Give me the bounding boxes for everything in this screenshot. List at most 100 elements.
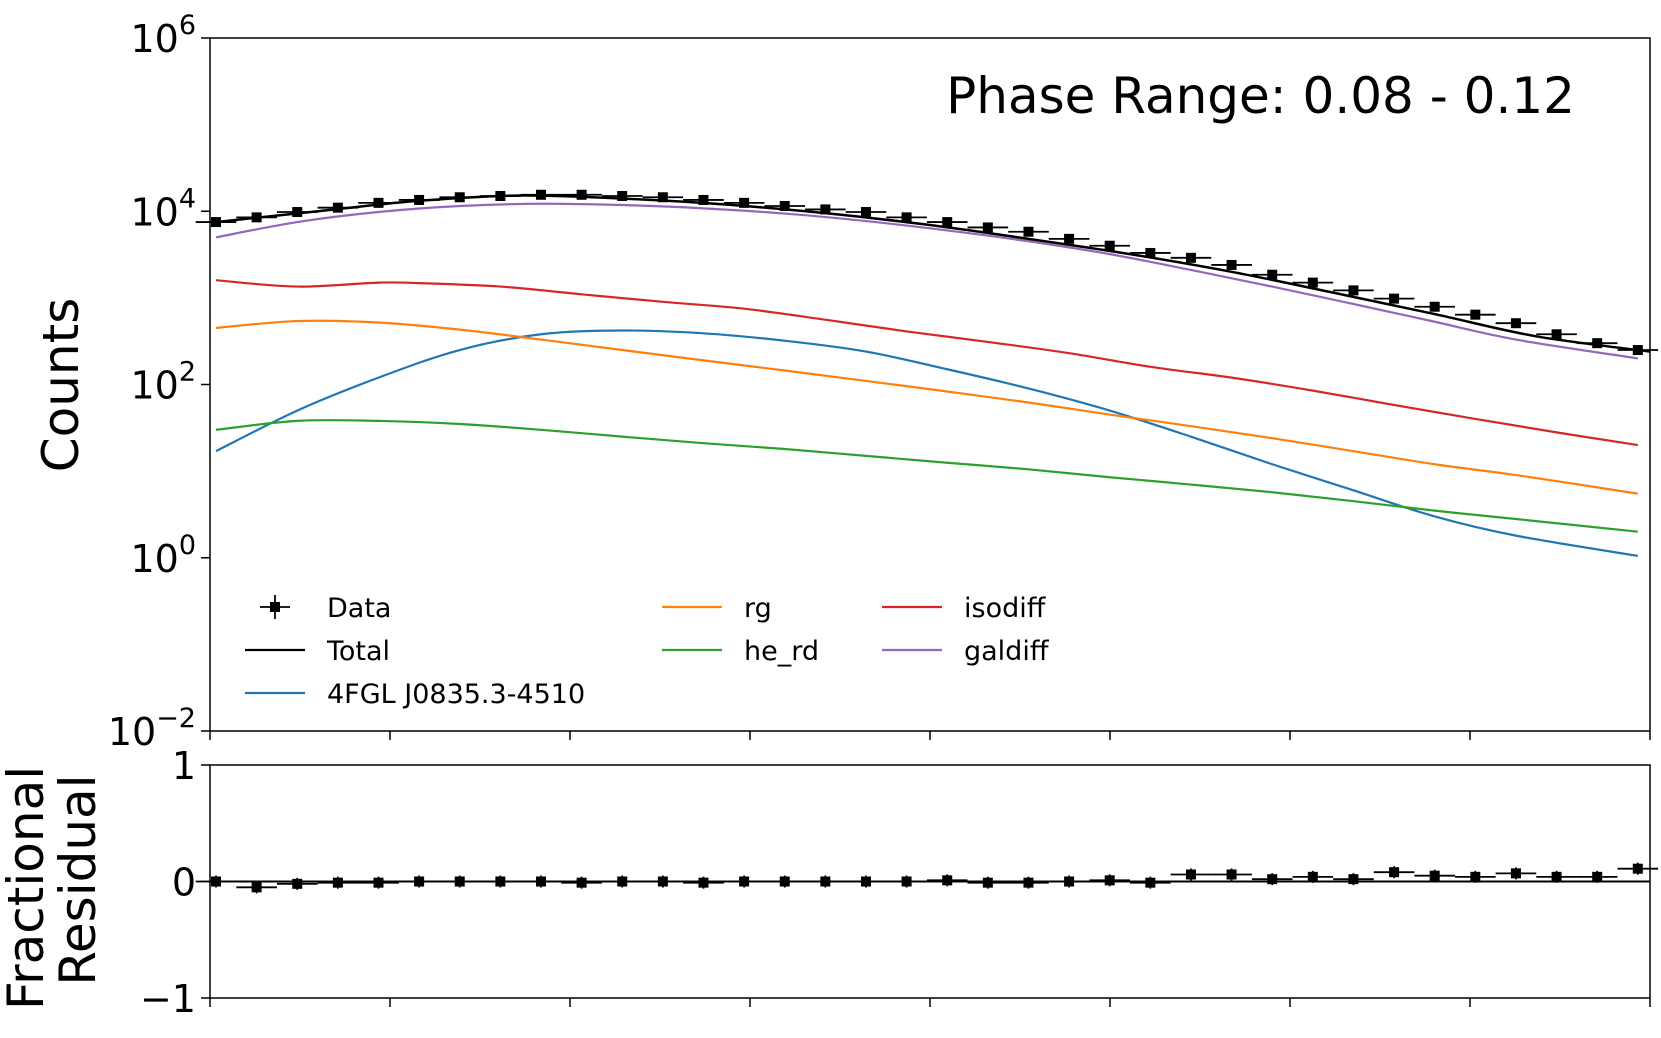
- y-axis-label-counts: Counts: [32, 298, 90, 473]
- data-point: [617, 190, 628, 201]
- data-point: [1551, 329, 1562, 340]
- data-point: [1307, 277, 1318, 288]
- residual-point: [1267, 874, 1278, 885]
- data-point: [982, 222, 993, 233]
- residual-points: [195, 862, 1659, 894]
- series-line-isodiff: [215, 279, 1638, 447]
- y-tick-label: 104: [130, 183, 196, 234]
- residual-point: [942, 875, 953, 886]
- data-point: [1185, 252, 1196, 263]
- y-tick-label: 106: [130, 10, 196, 61]
- residual-point: [860, 876, 871, 887]
- residual-point: [373, 877, 384, 888]
- residual-point: [211, 876, 221, 887]
- data-point: [535, 189, 546, 200]
- y-tick-label-residual: 0: [172, 861, 196, 905]
- data-point: [860, 207, 871, 218]
- residual-point: [495, 876, 506, 887]
- data-point: [942, 217, 953, 228]
- residual-point: [982, 877, 993, 888]
- residual-point: [1470, 871, 1481, 882]
- residual-point: [1510, 868, 1521, 879]
- data-point: [251, 212, 262, 223]
- phase-range-annotation: Phase Range: 0.08 - 0.12: [946, 67, 1575, 125]
- data-point: [1510, 318, 1521, 329]
- data-point: [1632, 345, 1643, 356]
- residual-point: [1145, 877, 1156, 888]
- model-curves: [215, 194, 1650, 557]
- data-point: [414, 194, 425, 205]
- spectrum-y-ticks: 10−2 100 102 104 106: [108, 10, 210, 754]
- residual-point: [1348, 874, 1359, 885]
- data-point: [1389, 293, 1400, 304]
- series-line-he-rd: [215, 419, 1638, 533]
- residual-point: [1104, 875, 1115, 886]
- residual-point: [901, 876, 912, 887]
- residual-panel: 1 0 −1 Fractional Residual: [0, 744, 1659, 1021]
- series-line-galdiff: [215, 202, 1638, 360]
- legend: Data Total 4FGL J0835.3-4510 rg he_rd isodiff…: [245, 593, 1050, 710]
- y-tick-label-residual: −1: [140, 977, 196, 1021]
- residual-point: [1632, 863, 1643, 874]
- residual-point: [454, 876, 465, 887]
- residual-point: [1592, 871, 1603, 882]
- data-point: [1429, 301, 1440, 312]
- residual-point: [1389, 867, 1400, 878]
- data-point: [901, 212, 912, 223]
- legend-label: Total: [326, 636, 390, 667]
- data-point: [576, 189, 587, 200]
- residual-point: [657, 876, 668, 887]
- residual-point: [1551, 871, 1562, 882]
- y-tick-label: 102: [130, 357, 196, 408]
- residual-point: [251, 882, 262, 893]
- residual-point: [779, 876, 790, 887]
- legend-label: rg: [744, 593, 772, 624]
- legend-label: he_rd: [744, 636, 819, 667]
- spectrum-ticks: [209, 731, 1651, 740]
- data-point: [1348, 285, 1359, 296]
- data-point: [454, 192, 465, 203]
- y-axis-label-residual-line1: Fractional: [0, 766, 55, 1010]
- residual-y-ticks: 1 0 −1: [140, 744, 210, 1021]
- legend-label: galdiff: [964, 636, 1050, 667]
- residual-point: [332, 877, 343, 888]
- data-points: [195, 189, 1659, 356]
- y-axis-label-residual: Fractional Residual: [0, 750, 107, 1010]
- residual-point: [1307, 871, 1318, 882]
- residual-point: [1226, 869, 1237, 880]
- data-point: [211, 217, 221, 228]
- legend-label: isodiff: [964, 593, 1047, 624]
- data-point: [1104, 240, 1115, 251]
- residual-point: [1023, 877, 1034, 888]
- legend-swatch-data: [270, 602, 280, 612]
- residual-point: [739, 876, 750, 887]
- residual-point: [820, 876, 831, 887]
- data-point: [1023, 226, 1034, 237]
- data-point: [739, 197, 750, 208]
- data-point: [495, 190, 506, 201]
- data-point: [1064, 233, 1075, 244]
- data-point: [373, 197, 384, 208]
- data-point: [820, 204, 831, 215]
- data-point: [332, 202, 343, 213]
- spectrum-panel: 10−2 100 102 104 106 Counts Phase Range: 0.0…: [32, 10, 1659, 754]
- y-tick-label: 100: [130, 530, 196, 581]
- residual-point: [1064, 876, 1075, 887]
- data-point: [1470, 309, 1481, 320]
- data-point: [1267, 269, 1278, 280]
- series-line-4fgl-j0835-3-4510: [215, 329, 1638, 557]
- series-line-rg: [215, 319, 1638, 495]
- data-point: [657, 192, 668, 203]
- data-point: [1226, 259, 1237, 270]
- residual-ticks: [209, 998, 1651, 1007]
- data-point: [1592, 338, 1603, 349]
- residual-point: [535, 876, 546, 887]
- residual-point: [698, 877, 709, 888]
- residual-point: [292, 878, 303, 889]
- legend-label: 4FGL J0835.3-4510: [327, 679, 585, 710]
- residual-point: [576, 877, 587, 888]
- y-axis-label-residual-line2: Residual: [49, 774, 107, 985]
- residual-point: [617, 876, 628, 887]
- data-point: [1145, 247, 1156, 258]
